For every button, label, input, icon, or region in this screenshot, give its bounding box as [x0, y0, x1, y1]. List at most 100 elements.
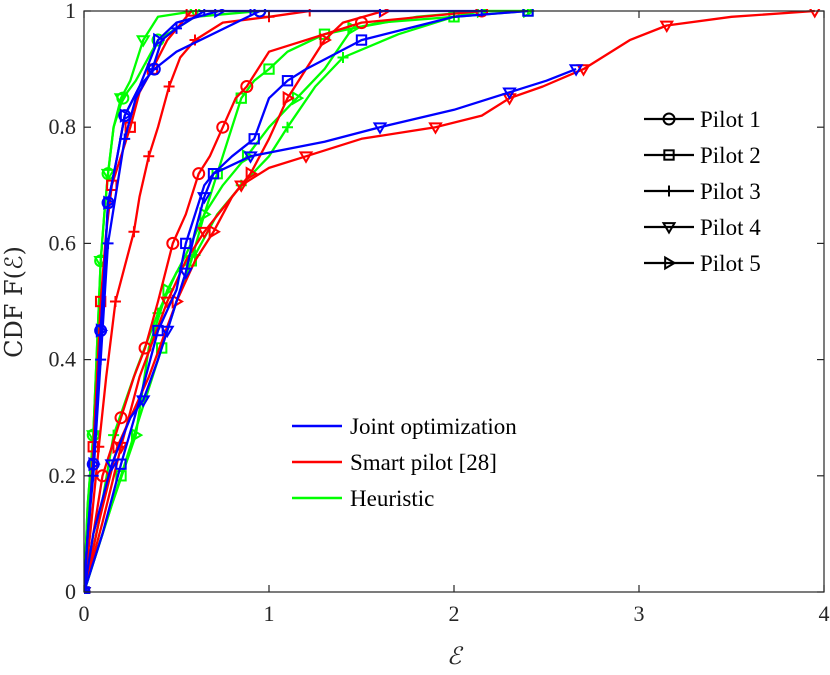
y-tick-label: 0	[65, 579, 76, 604]
data-point	[245, 166, 258, 181]
data-point	[113, 93, 129, 106]
data-point	[178, 267, 193, 280]
data-point	[319, 32, 332, 48]
y-tick-label: 0.8	[49, 114, 77, 139]
series-line	[84, 9, 220, 593]
data-point	[135, 35, 151, 48]
pilot-legend-entry: Pilot 2	[644, 143, 761, 168]
data-point	[100, 168, 116, 182]
data-point	[337, 51, 349, 63]
data-point	[197, 192, 212, 205]
plus-marker-icon	[663, 185, 675, 197]
data-point	[152, 324, 164, 337]
data-point	[119, 108, 133, 123]
data-point	[502, 87, 517, 100]
data-point	[207, 168, 220, 180]
x-axis-label: ℰ	[447, 642, 464, 670]
data-point	[282, 90, 295, 106]
triangle-right-marker-icon	[664, 255, 677, 271]
data-point	[263, 63, 275, 75]
data-point	[95, 354, 107, 366]
method-legend: Joint optimization Smart pilot [28] Heuris…	[292, 414, 517, 511]
data-point	[216, 120, 230, 134]
pilot-legend-label: Pilot 2	[700, 143, 761, 168]
y-axis-label: CDF F(ℰ)	[0, 246, 28, 358]
triangle-down-marker-icon	[661, 222, 677, 235]
data-point	[298, 151, 314, 164]
data-point	[115, 458, 127, 470]
circle-marker-icon	[662, 112, 676, 126]
pilot-legend-entry: Pilot 3	[644, 179, 761, 204]
data-point	[241, 149, 255, 164]
x-tick-label: 4	[819, 601, 830, 626]
data-point	[243, 151, 258, 164]
data-point	[146, 63, 158, 75]
data-point	[180, 237, 192, 250]
x-tick-label: 0	[79, 601, 90, 626]
y-tick-label: 0.2	[49, 463, 77, 488]
data-point	[189, 9, 201, 19]
square-marker-icon	[663, 149, 675, 161]
data-point	[102, 237, 114, 249]
data-point	[130, 427, 144, 443]
data-point	[659, 20, 674, 33]
data-point	[208, 224, 221, 240]
series-joint-optimization-pilot-5	[84, 9, 227, 594]
pilot-legend-label: Pilot 1	[700, 107, 761, 132]
data-point	[576, 64, 591, 77]
data-point	[135, 395, 151, 408]
data-point	[143, 150, 155, 162]
method-legend-entry: Smart pilot [28]	[292, 450, 497, 475]
data-point	[248, 133, 260, 145]
series-line	[84, 9, 482, 593]
data-point	[240, 80, 254, 94]
data-point	[160, 325, 175, 339]
y-tick-label: 0.4	[49, 347, 77, 372]
data-point	[162, 282, 175, 298]
method-legend-label: Smart pilot [28]	[350, 450, 497, 475]
data-point	[163, 81, 175, 93]
data-point	[355, 34, 368, 46]
plot-area	[84, 11, 824, 592]
data-point	[372, 122, 388, 135]
data-point	[428, 122, 443, 135]
data-point	[171, 22, 182, 34]
data-point	[166, 236, 180, 250]
data-point	[234, 180, 249, 193]
pilot-legend-entry: Pilot 1	[644, 107, 761, 132]
method-legend-label: Heuristic	[350, 486, 434, 511]
data-point	[95, 323, 109, 338]
data-point	[128, 226, 140, 238]
data-point	[809, 9, 821, 19]
x-tick-label: 3	[634, 601, 645, 626]
y-tick-label: 1	[65, 0, 76, 23]
data-point	[502, 93, 517, 106]
data-point	[197, 226, 212, 240]
data-point	[103, 195, 116, 210]
data-point	[114, 411, 128, 425]
pilot-legend-label: Pilot 4	[700, 215, 761, 240]
data-point	[192, 167, 206, 181]
data-point	[104, 459, 119, 472]
series-line	[84, 9, 815, 593]
pilot-legend-label: Pilot 5	[700, 251, 761, 276]
data-point	[281, 75, 294, 87]
pilot-legend-label: Pilot 3	[700, 179, 761, 204]
data-point	[84, 587, 92, 594]
pilot-legend-entry: Pilot 5	[644, 251, 761, 276]
x-tick-label: 1	[264, 601, 275, 626]
pilot-legend-entry: Pilot 4	[644, 215, 761, 240]
y-tick-label: 0.6	[49, 230, 77, 255]
data-point	[88, 456, 101, 472]
method-legend-label: Joint optimization	[350, 414, 517, 439]
data-point	[282, 121, 293, 133]
data-point	[109, 296, 121, 307]
pilot-legend: Pilot 1 Pilot 2 Pilot 3 Pilot 4 Pilot 5	[644, 107, 761, 276]
series-line	[84, 68, 577, 593]
method-legend-entry: Joint optimization	[292, 414, 517, 439]
x-tick-label: 2	[449, 601, 460, 626]
series-line	[84, 9, 310, 593]
method-legend-entry: Heuristic	[292, 486, 434, 511]
data-point	[568, 64, 584, 77]
